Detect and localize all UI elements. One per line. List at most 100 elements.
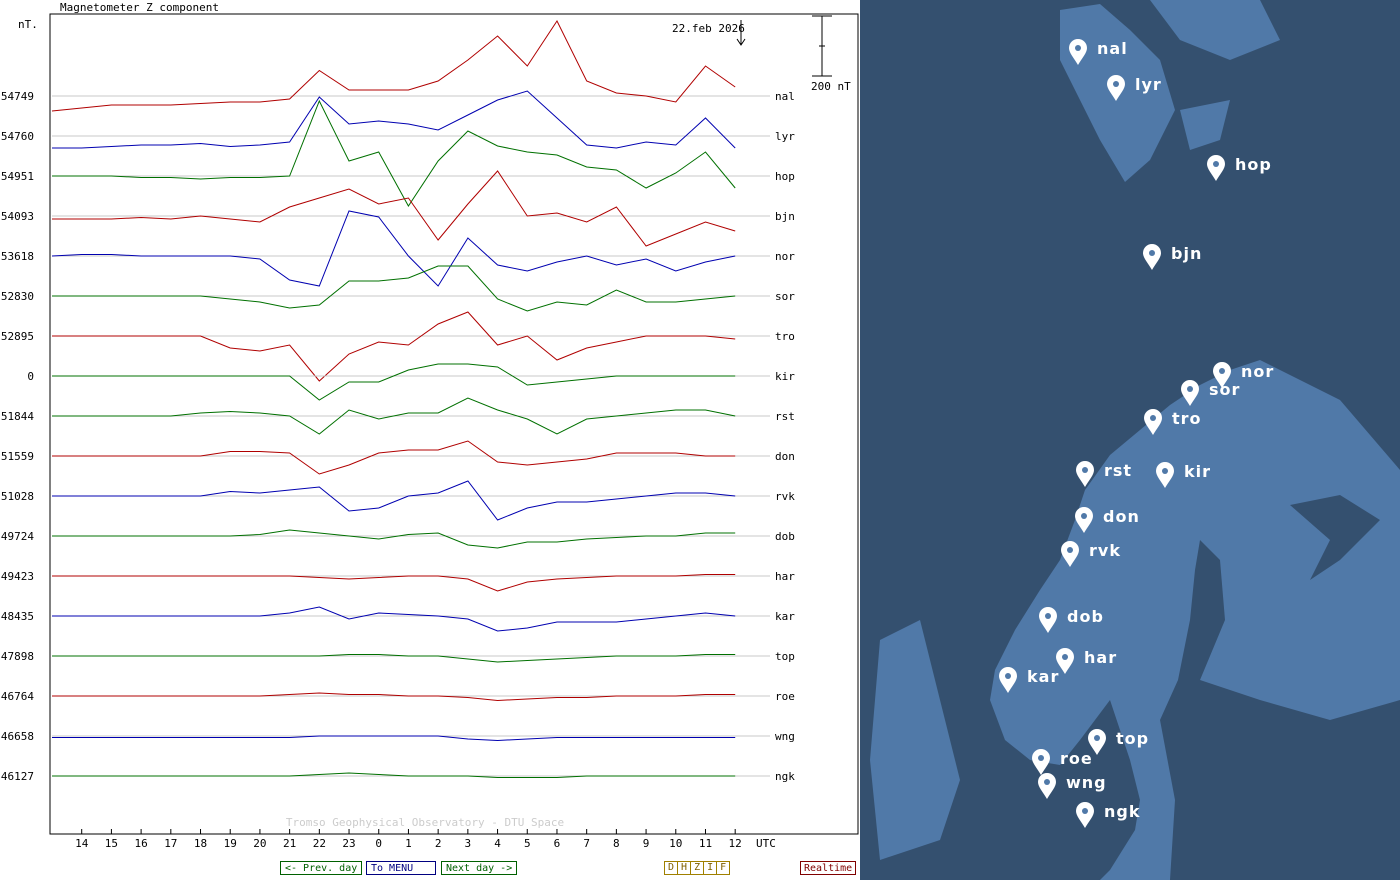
station-label: kar xyxy=(775,610,795,623)
station-marker[interactable]: ngk xyxy=(1076,802,1140,828)
station-marker[interactable]: lyr xyxy=(1107,75,1162,101)
station-marker[interactable]: rvk xyxy=(1061,541,1121,567)
britain xyxy=(870,620,960,860)
prev-day-button[interactable]: <- Prev. day xyxy=(280,861,363,875)
pin-hole xyxy=(1150,415,1156,421)
baseline-label: 46658 xyxy=(1,730,34,743)
pin-hole xyxy=(1044,779,1050,785)
x-tick-label: 3 xyxy=(465,837,472,850)
station-name: top xyxy=(1116,729,1149,748)
pin xyxy=(1039,607,1057,633)
pin xyxy=(1038,773,1056,799)
station-label: sor xyxy=(775,290,795,303)
x-tick-label: 2 xyxy=(435,837,442,850)
pin xyxy=(1075,507,1093,533)
plot-frame xyxy=(49,13,859,835)
baseline-label: 54749 xyxy=(1,90,34,103)
baseline-label: 52895 xyxy=(1,330,34,343)
component-button[interactable]: H xyxy=(677,862,690,874)
trace xyxy=(52,529,736,549)
station-marker[interactable]: nal xyxy=(1069,39,1128,65)
station-marker[interactable]: roe xyxy=(1032,749,1093,775)
x-tick-label: 8 xyxy=(613,837,620,850)
station-marker[interactable]: top xyxy=(1088,729,1149,755)
station-marker[interactable]: nor xyxy=(1213,362,1274,388)
station-marker[interactable]: kir xyxy=(1156,462,1211,488)
station-marker[interactable]: wng xyxy=(1038,773,1107,799)
trace xyxy=(51,19,736,112)
pin-hole xyxy=(1213,161,1219,167)
station-marker[interactable]: rst xyxy=(1076,461,1132,487)
station-marker[interactable]: hop xyxy=(1207,155,1272,181)
component-button[interactable]: I xyxy=(703,862,716,874)
credit: Tromso Geophysical Observatory - DTU Spa… xyxy=(286,816,564,829)
pin xyxy=(1069,39,1087,65)
station-label: rvk xyxy=(775,490,795,503)
station-marker[interactable]: don xyxy=(1075,507,1140,533)
station-name: har xyxy=(1084,648,1117,667)
pin xyxy=(1213,362,1231,388)
pin-hole xyxy=(1187,386,1193,392)
station-marker[interactable]: tro xyxy=(1144,409,1202,435)
station-label: ngk xyxy=(775,770,795,783)
station-name: roe xyxy=(1060,749,1093,768)
trace xyxy=(52,99,736,207)
station-marker[interactable]: kar xyxy=(999,667,1059,693)
next-day-button[interactable]: Next day -> xyxy=(441,861,518,875)
y-unit: nT. xyxy=(18,18,38,31)
x-tick-label: 4 xyxy=(494,837,501,850)
menu-button[interactable]: To MENU xyxy=(366,861,436,875)
date-arrow-head xyxy=(736,38,746,46)
pin xyxy=(1107,75,1125,101)
baseline-label: 51844 xyxy=(1,410,34,423)
chart-title: Magnetometer Z component xyxy=(60,1,219,14)
baseline-label: 54760 xyxy=(1,130,34,143)
x-tick-label: 16 xyxy=(134,837,147,850)
baseline-label: 49423 xyxy=(1,570,34,583)
x-tick-label: 7 xyxy=(583,837,590,850)
station-label: top xyxy=(775,650,795,663)
component-button[interactable]: Z xyxy=(690,862,703,874)
pin-hole xyxy=(1149,250,1155,256)
station-name: kir xyxy=(1184,462,1211,481)
pin-hole xyxy=(1082,467,1088,473)
component-button[interactable]: D xyxy=(668,862,675,873)
station-label: kir xyxy=(775,370,795,383)
station-name: nal xyxy=(1097,39,1128,58)
pin xyxy=(999,667,1017,693)
station-name: wng xyxy=(1066,773,1107,792)
station-label: har xyxy=(775,570,795,583)
station-marker[interactable]: sor xyxy=(1181,380,1240,406)
pin xyxy=(1076,802,1094,828)
trace xyxy=(52,397,736,435)
station-name: sor xyxy=(1209,380,1240,399)
station-marker[interactable]: dob xyxy=(1039,607,1104,633)
realtime-button[interactable]: Realtime xyxy=(800,861,857,875)
station-name: don xyxy=(1103,507,1140,526)
baseline-label: 48435 xyxy=(1,610,34,623)
station-name: dob xyxy=(1067,607,1104,626)
x-tick-label: 20 xyxy=(253,837,266,850)
component-button[interactable]: F xyxy=(716,862,729,874)
station-marker[interactable]: har xyxy=(1056,648,1117,674)
trace xyxy=(52,363,736,401)
pin xyxy=(1076,461,1094,487)
station-name: rvk xyxy=(1089,541,1121,560)
date-label: 22.feb 2026 xyxy=(672,22,745,35)
pin-hole xyxy=(1067,547,1073,553)
station-marker[interactable]: bjn xyxy=(1143,244,1202,270)
trace xyxy=(52,440,736,475)
baseline-label: 47898 xyxy=(1,650,34,663)
station-label: lyr xyxy=(775,130,795,143)
trace xyxy=(52,90,736,149)
trace xyxy=(52,654,736,663)
station-name: nor xyxy=(1241,362,1274,381)
station-label: roe xyxy=(775,690,795,703)
baseline-label: 51559 xyxy=(1,450,34,463)
x-tick-label: 1 xyxy=(405,837,412,850)
x-tick-label: 23 xyxy=(342,837,355,850)
baseline-label: 0 xyxy=(27,370,34,383)
